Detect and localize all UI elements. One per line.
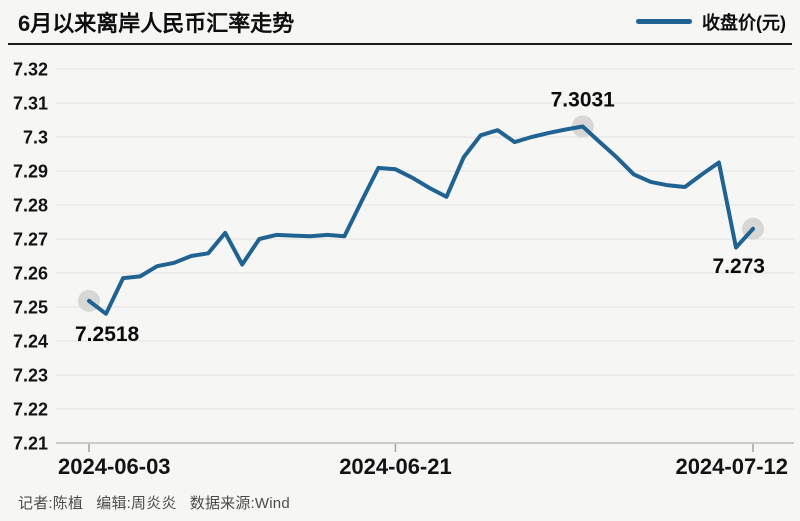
svg-text:7.25: 7.25 — [13, 298, 48, 318]
svg-text:7.24: 7.24 — [13, 332, 48, 352]
svg-text:7.29: 7.29 — [13, 162, 48, 182]
svg-text:7.21: 7.21 — [13, 434, 48, 454]
legend: 收盘价(元) — [636, 9, 792, 35]
annotation-7.3031: 7.3031 — [551, 88, 616, 111]
point-markers — [78, 115, 764, 312]
series-line — [87, 124, 755, 316]
chart-header: 6月以来离岸人民币汇率走势 收盘价(元) — [8, 0, 792, 45]
svg-text:7.26: 7.26 — [13, 264, 48, 284]
svg-text:7.3: 7.3 — [23, 128, 48, 148]
y-axis-labels: 7.21 7.22 7.23 7.24 7.25 7.26 7.27 7.28 7.29 7.3 7… — [13, 60, 48, 454]
grid-lines — [56, 68, 794, 444]
value-annotations: 7.2518 7.3031 7.273 — [75, 88, 765, 345]
svg-text:7.23: 7.23 — [13, 366, 48, 386]
svg-text:7.27: 7.27 — [13, 230, 48, 250]
annotation-7.2518: 7.2518 — [75, 323, 140, 346]
x-axis-labels: 2024-06-03 2024-06-21 2024-07-12 — [58, 454, 788, 479]
svg-text:2024-06-21: 2024-06-21 — [339, 454, 452, 479]
legend-line-swatch — [636, 19, 692, 24]
svg-text:7.28: 7.28 — [13, 196, 48, 216]
x-axis-ticks — [88, 444, 754, 452]
svg-text:2024-06-03: 2024-06-03 — [58, 454, 171, 479]
credits-line: 记者:陈植 编辑:周炎炎 数据来源:Wind — [18, 495, 290, 512]
svg-text:2024-07-12: 2024-07-12 — [675, 454, 788, 479]
legend-label: 收盘价(元) — [702, 12, 786, 33]
svg-text:7.22: 7.22 — [13, 400, 48, 420]
svg-text:7.32: 7.32 — [13, 60, 48, 80]
svg-text:7.31: 7.31 — [13, 94, 48, 114]
annotation-7.273: 7.273 — [712, 255, 765, 278]
page-title: 6月以来离岸人民币汇率走势 — [18, 10, 295, 36]
